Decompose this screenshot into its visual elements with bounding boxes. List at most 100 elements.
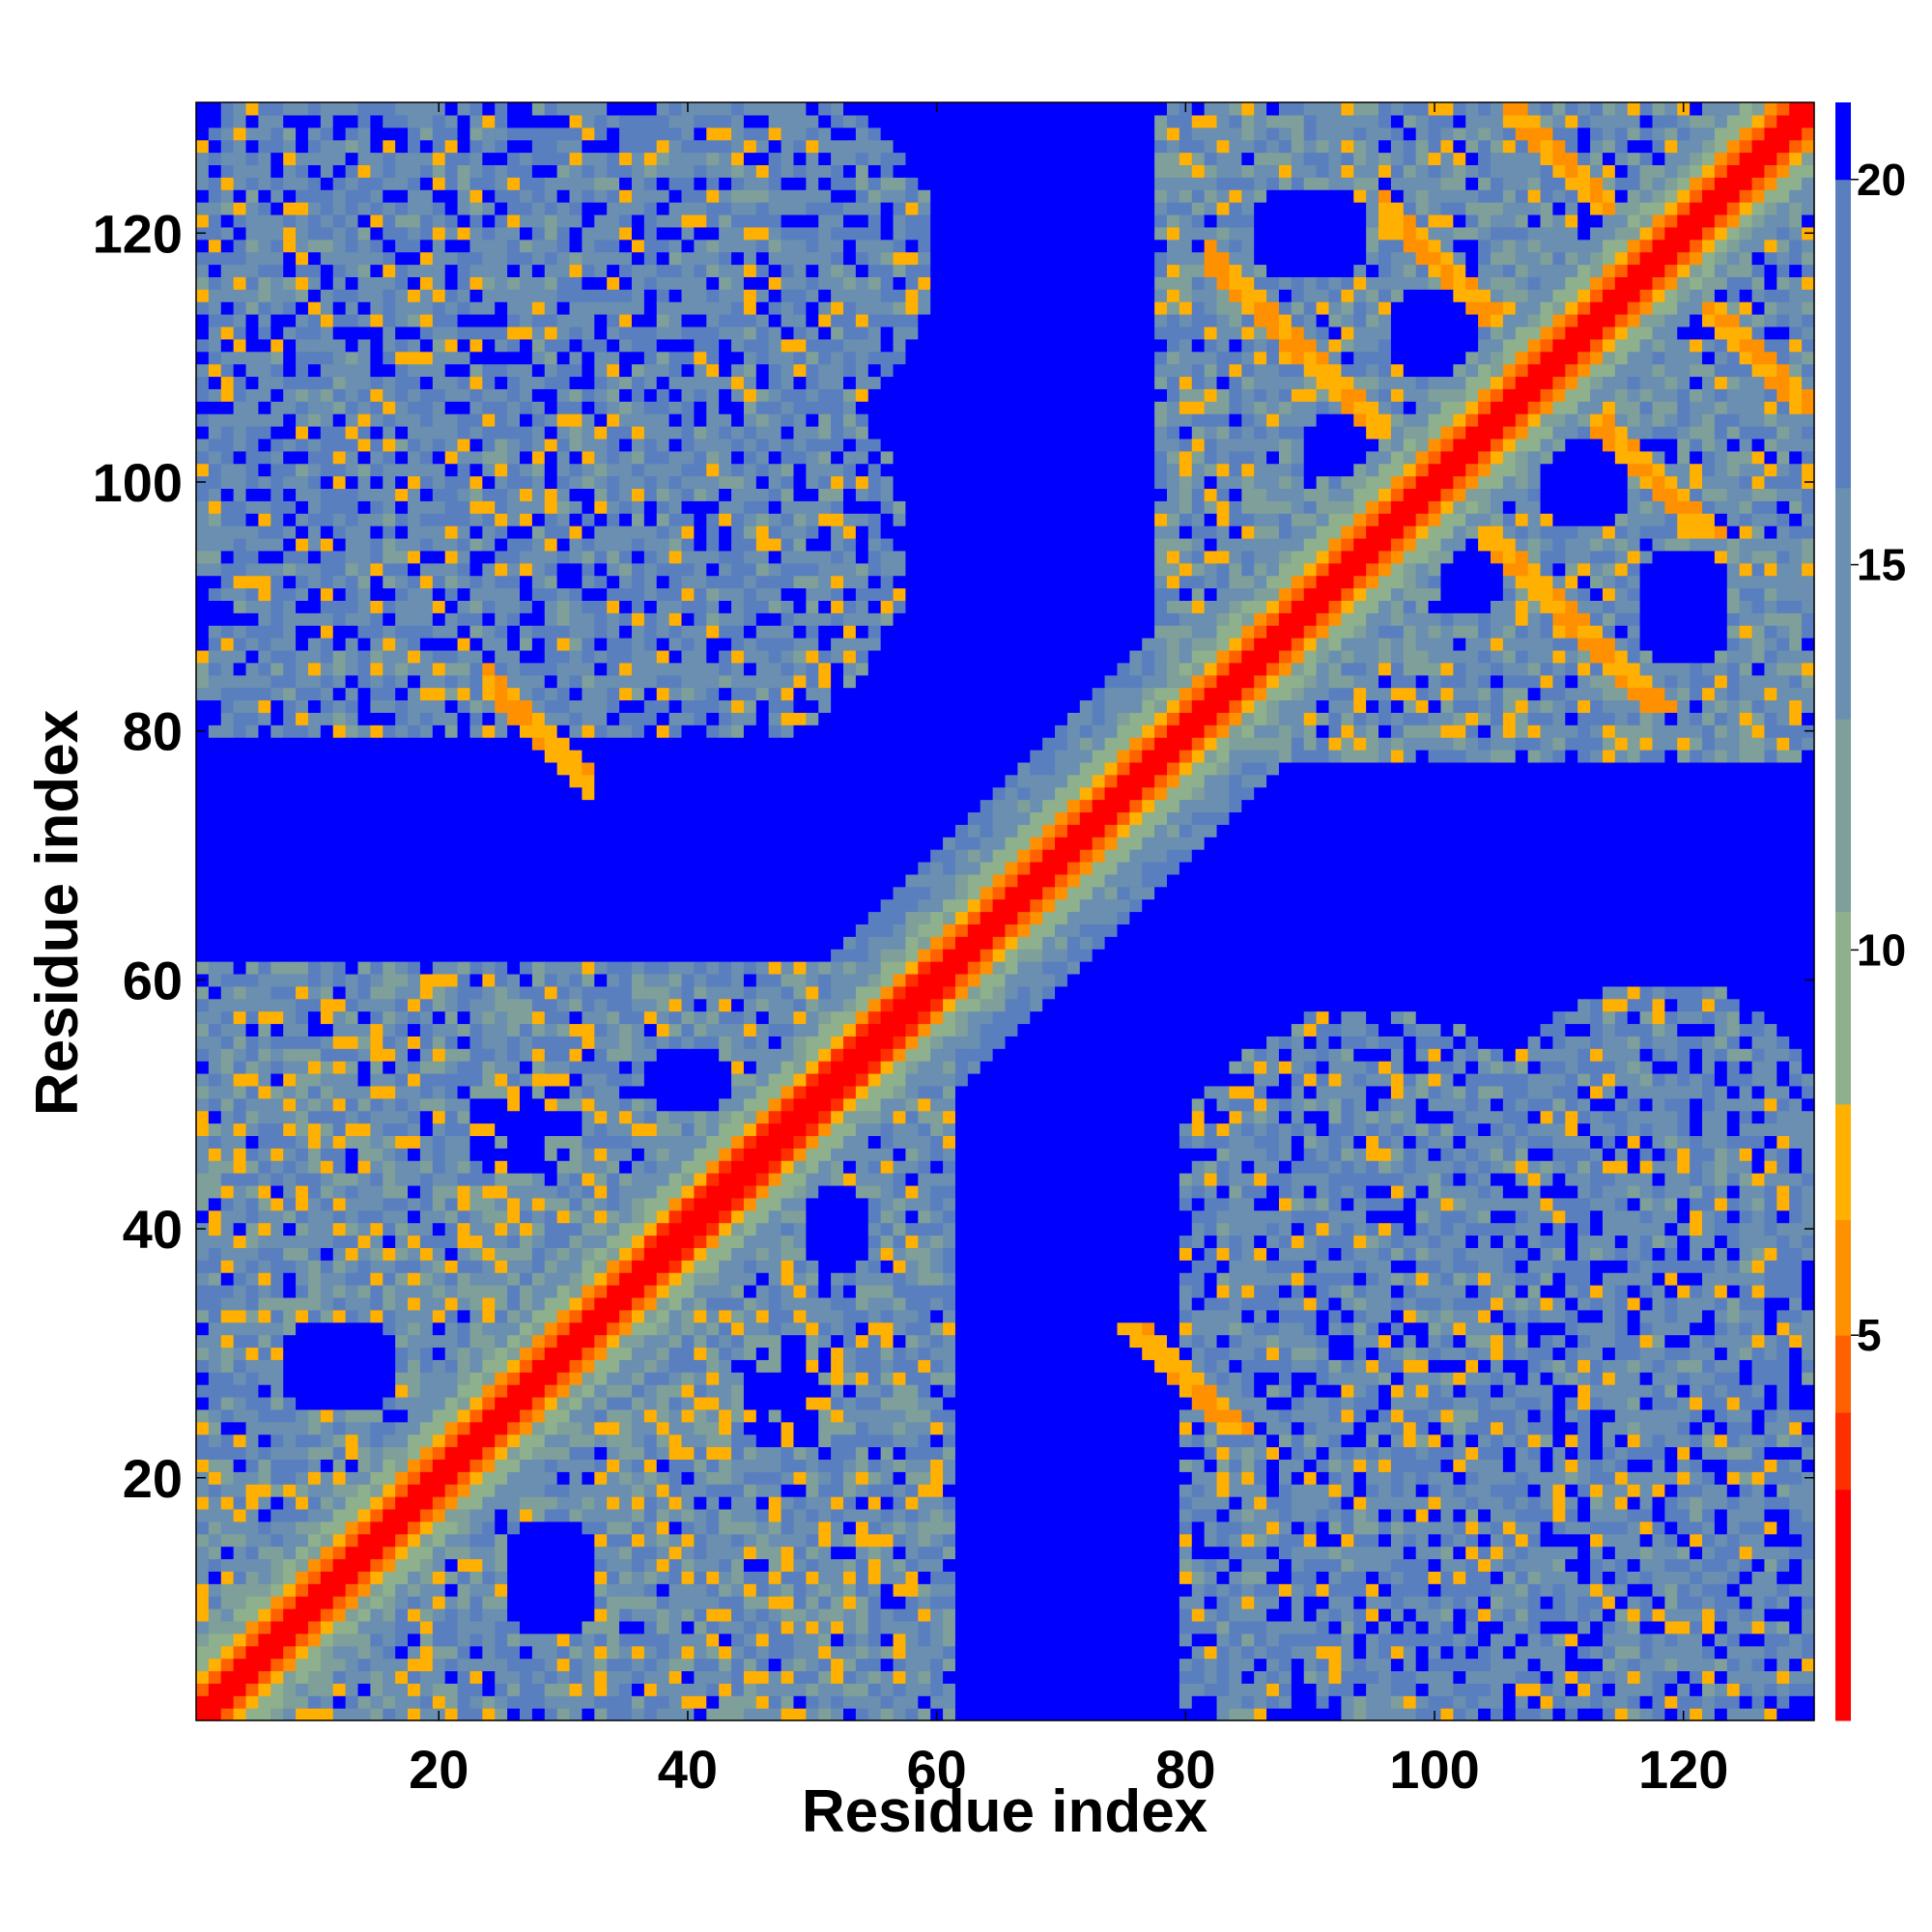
heatmap-cell xyxy=(370,1222,384,1236)
heatmap-cell xyxy=(444,1546,459,1560)
heatmap-cell xyxy=(408,911,421,924)
heatmap-cell xyxy=(469,985,483,1000)
heatmap-cell xyxy=(332,1683,347,1696)
heatmap-cell xyxy=(258,1596,271,1609)
heatmap-cell xyxy=(495,537,508,552)
heatmap-cell xyxy=(582,550,595,564)
heatmap-cell xyxy=(631,127,645,141)
heatmap-cell xyxy=(408,750,421,763)
heatmap-cell xyxy=(569,164,583,178)
heatmap-cell xyxy=(408,264,421,277)
heatmap-cell xyxy=(320,873,334,888)
heatmap-cell xyxy=(196,625,210,639)
heatmap-cell xyxy=(357,1384,371,1398)
heatmap-cell xyxy=(357,127,371,141)
heatmap-cell xyxy=(444,537,459,552)
heatmap-cell xyxy=(668,1247,683,1261)
heatmap-cell xyxy=(482,488,496,501)
heatmap-cell xyxy=(196,1247,210,1261)
heatmap-cell xyxy=(643,1110,658,1124)
heatmap-cell xyxy=(432,488,446,501)
heatmap-cell xyxy=(631,799,645,813)
heatmap-cell xyxy=(432,923,446,937)
heatmap-cell xyxy=(332,213,347,228)
heatmap-cell xyxy=(582,1508,595,1522)
heatmap-cell xyxy=(619,1620,633,1634)
heatmap-cell xyxy=(258,1683,271,1696)
heatmap-cell xyxy=(283,1110,297,1124)
heatmap-cell xyxy=(283,1122,297,1137)
heatmap-cell xyxy=(296,202,309,215)
heatmap-cell xyxy=(332,1359,347,1373)
heatmap-cell xyxy=(370,164,384,178)
heatmap-cell xyxy=(469,1670,483,1684)
heatmap-cell xyxy=(220,401,235,414)
heatmap-cell xyxy=(594,638,608,651)
heatmap-cell xyxy=(270,1446,284,1461)
heatmap-cell xyxy=(345,450,359,465)
heatmap-cell xyxy=(196,114,210,128)
heatmap-cell xyxy=(457,513,471,526)
heatmap-cell xyxy=(419,873,434,888)
heatmap-cell xyxy=(432,1097,446,1112)
heatmap-cell xyxy=(432,500,446,514)
heatmap-cell xyxy=(395,575,409,589)
heatmap-cell xyxy=(531,1173,546,1186)
heatmap-cell xyxy=(220,1397,235,1410)
heatmap-cell xyxy=(631,1135,645,1149)
heatmap-cell xyxy=(196,961,210,975)
heatmap-cell xyxy=(495,351,508,365)
heatmap-cell xyxy=(531,127,546,141)
heatmap-cell xyxy=(332,537,347,552)
heatmap-cell xyxy=(495,213,508,228)
heatmap-cell xyxy=(270,587,284,601)
heatmap-cell xyxy=(495,239,508,253)
heatmap-cell xyxy=(320,289,334,302)
heatmap-cell xyxy=(408,1135,421,1149)
heatmap-cell xyxy=(643,1321,658,1336)
heatmap-cell xyxy=(619,786,633,801)
heatmap-cell xyxy=(408,463,421,477)
heatmap-cell xyxy=(643,1197,658,1211)
heatmap-cell xyxy=(495,600,508,613)
heatmap-cell xyxy=(208,1459,222,1472)
heatmap-cell xyxy=(531,438,546,452)
heatmap-cell xyxy=(607,949,620,962)
heatmap-cell xyxy=(419,1097,434,1112)
heatmap-cell xyxy=(196,811,210,825)
heatmap-cell xyxy=(332,413,347,427)
heatmap-cell xyxy=(233,923,247,937)
heatmap-cell xyxy=(332,1645,347,1660)
heatmap-cell xyxy=(469,1184,483,1199)
heatmap-cell xyxy=(270,600,284,613)
heatmap-cell xyxy=(370,1247,384,1261)
heatmap-cell xyxy=(345,1334,359,1349)
heatmap-cell xyxy=(656,1347,670,1360)
heatmap-cell xyxy=(395,1695,409,1709)
heatmap-cell xyxy=(520,164,533,178)
heatmap-cell xyxy=(383,189,396,203)
heatmap-cell xyxy=(520,1683,533,1696)
heatmap-cell xyxy=(582,401,595,414)
heatmap-cell xyxy=(432,1160,446,1174)
heatmap-cell xyxy=(307,202,322,215)
heatmap-cell xyxy=(296,276,309,290)
heatmap-cell xyxy=(208,500,222,514)
heatmap-cell xyxy=(569,761,583,776)
heatmap-cell xyxy=(520,1272,533,1286)
heatmap-cell xyxy=(507,1496,521,1510)
heatmap-cell xyxy=(233,1583,247,1597)
heatmap-cell xyxy=(619,363,633,378)
heatmap-cell xyxy=(345,475,359,490)
heatmap-cell xyxy=(395,1173,409,1186)
heatmap-cell xyxy=(345,674,359,689)
heatmap-cell xyxy=(258,475,271,490)
heatmap-cell xyxy=(495,1347,508,1360)
heatmap-cell xyxy=(544,537,558,552)
heatmap-cell xyxy=(307,1247,322,1261)
heatmap-cell xyxy=(495,1583,508,1597)
heatmap-cell xyxy=(296,438,309,452)
heatmap-cell xyxy=(283,1608,297,1622)
heatmap-cell xyxy=(245,1508,260,1522)
heatmap-cell xyxy=(495,251,508,266)
